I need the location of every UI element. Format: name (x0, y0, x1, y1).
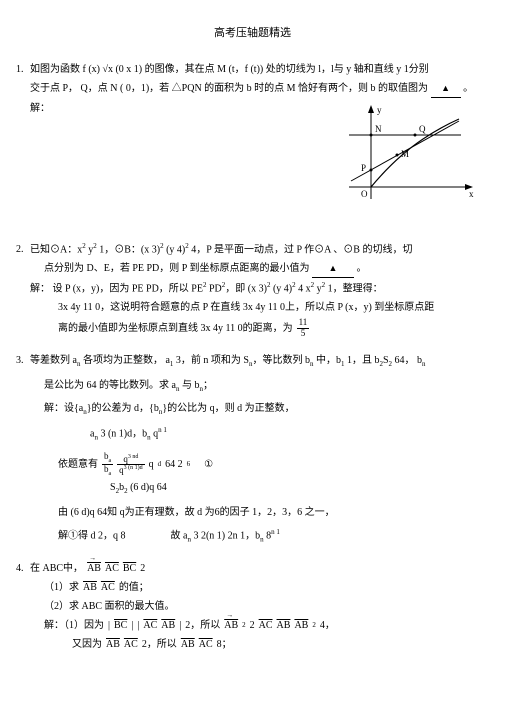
p1-period: 。 (463, 83, 473, 94)
problem-1-number: 1. (16, 61, 24, 78)
svg-text:P: P (361, 163, 366, 173)
p3-line2: 是公比为 64 的等比数列。求 an 与 bn； (30, 377, 475, 396)
p2-line5: 离的最小值即为坐标原点到直线 3x 4y 11 0的距离，为 115 (30, 318, 475, 338)
p3-line1: 等差数列 an 各项均为正整数， a1 3，前 n 项和为 Sn，等比数列 bn… (30, 352, 475, 371)
p3-line3: 解：设{an}的公差为 d，{bn}的公比为 q，则 d 为正整数， (30, 400, 475, 419)
p3-line6: S2b2 (6 d)q 64 (30, 479, 475, 498)
problem-3-number: 3. (16, 352, 24, 369)
p2-line1: 已知⊙A：x2 y2 1，⊙B：(x 3)2 (y 4)2 4，P 是平面一动点… (30, 241, 475, 258)
problem-2-number: 2. (16, 241, 24, 258)
p2-fraction: 115 (297, 318, 310, 338)
p2-line2: 点分别为 D、E，若 PE PD，则 P 到坐标原点距离的最小值为 ▲ 。 (30, 260, 475, 278)
svg-text:Q: Q (419, 124, 426, 134)
svg-text:y: y (377, 105, 382, 115)
p3-line5: 依题意有 ba ba q3 nd q3 (n 1)d qd 64 26 ① (30, 452, 475, 477)
p1-line2: 交于点 P， Q，点 N ( 0，1)，若 △PQN 的面积为 b 时的点 M … (30, 80, 475, 98)
p3-frac2: q3 nd q3 (n 1)d (117, 454, 145, 476)
p1-line1: 如图为函数 f (x) √x (0 x 1) 的图像，其在点 M (t，f (t… (30, 61, 475, 78)
p4-line3: （2）求 ABC 面积的最大值。 (30, 598, 475, 615)
svg-text:x: x (469, 189, 474, 199)
p2-line3: 解： 设 P (x，y)，因为 PE PD，所以 PE2 PD2，即 (x 3)… (30, 280, 475, 297)
p2-blank: ▲ (312, 260, 354, 278)
svg-text:M: M (401, 149, 409, 159)
p1-diagram: y x N Q M P O (341, 99, 481, 215)
problem-1: 1. 如图为函数 f (x) √x (0 x 1) 的图像，其在点 M (t，f… (30, 61, 475, 227)
p4-line2: （1）求 AB AC 的值； (30, 579, 475, 596)
p4-line5: 又因为 AB AC 2，所以 AB AC 8； (30, 636, 475, 653)
page-title: 高考压轴题精选 (30, 24, 475, 43)
p3-line4: an 3 (n 1)d，bn qn 1 (30, 425, 475, 444)
problem-4-number: 4. (16, 560, 24, 577)
problem-4: 4. 在 ABC中， →AB AC BC 2 （1）求 AB AC 的值； （2… (30, 560, 475, 653)
problem-2: 2. 已知⊙A：x2 y2 1，⊙B：(x 3)2 (y 4)2 4，P 是平面… (30, 241, 475, 339)
svg-text:N: N (375, 124, 382, 134)
p2-line4: 3x 4y 11 0，这说明符合题意的点 P 在直线 3x 4y 11 0上，所… (30, 299, 475, 316)
p1-l2-text: 交于点 P， Q，点 N ( 0，1)，若 △PQN 的面积为 b 时的点 M … (30, 83, 428, 94)
p3-frac1: ba ba (102, 452, 113, 477)
p3-line7: 由 (6 d)q 64知 q为正有理数，故 d 为6的因子 1，2，3，6 之一… (30, 504, 475, 521)
problem-3: 3. 等差数列 an 各项均为正整数， a1 3，前 n 项和为 Sn，等比数列… (30, 352, 475, 546)
p4-line4: 解：（1）因为 |BC| |AC AB| 2，所以 →AB2 2 AC AB A… (30, 617, 475, 634)
svg-text:O: O (361, 189, 368, 199)
p4-line1: 在 ABC中， →AB AC BC 2 (30, 560, 475, 577)
p3-line8: 解①得 d 2，q 8 故 an 3 2(n 1) 2n 1，bn 8n 1 (30, 527, 475, 546)
p1-blank: ▲ (431, 80, 461, 98)
